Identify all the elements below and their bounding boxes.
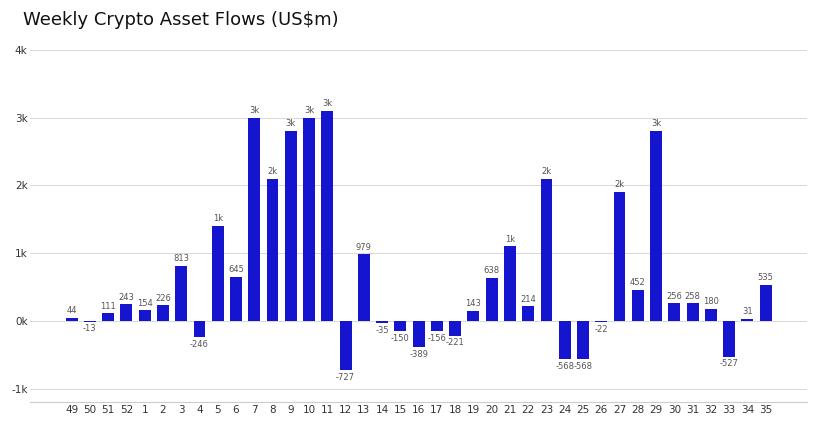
Bar bbox=[157, 305, 169, 321]
Text: -221: -221 bbox=[446, 339, 465, 348]
Bar bbox=[120, 304, 133, 321]
Text: -156: -156 bbox=[428, 334, 447, 343]
Text: 1k: 1k bbox=[505, 235, 515, 244]
Bar bbox=[84, 321, 96, 322]
Bar bbox=[504, 246, 516, 321]
Text: 44: 44 bbox=[66, 306, 77, 315]
Text: 2k: 2k bbox=[614, 180, 625, 189]
Bar bbox=[686, 303, 699, 321]
Bar bbox=[541, 178, 552, 321]
Text: 3k: 3k bbox=[285, 119, 296, 128]
Bar bbox=[102, 313, 114, 321]
Bar bbox=[321, 111, 333, 321]
Text: 243: 243 bbox=[119, 293, 134, 302]
Text: -568: -568 bbox=[573, 362, 592, 371]
Bar bbox=[705, 308, 717, 321]
Text: 645: 645 bbox=[228, 265, 244, 274]
Bar bbox=[614, 192, 626, 321]
Text: -150: -150 bbox=[391, 334, 410, 343]
Bar bbox=[559, 321, 571, 359]
Bar bbox=[723, 321, 735, 357]
Text: -727: -727 bbox=[336, 373, 355, 382]
Bar bbox=[358, 254, 370, 321]
Text: 2k: 2k bbox=[542, 167, 551, 176]
Bar bbox=[650, 131, 662, 321]
Bar bbox=[230, 277, 242, 321]
Text: 638: 638 bbox=[483, 266, 500, 275]
Text: 214: 214 bbox=[520, 295, 536, 304]
Bar bbox=[65, 318, 78, 321]
Bar bbox=[285, 131, 297, 321]
Text: -246: -246 bbox=[190, 340, 209, 349]
Text: 180: 180 bbox=[703, 297, 719, 306]
Text: 1k: 1k bbox=[213, 214, 222, 223]
Text: 452: 452 bbox=[630, 279, 645, 288]
Bar bbox=[249, 118, 260, 321]
Text: 2k: 2k bbox=[267, 167, 277, 176]
Text: -527: -527 bbox=[720, 359, 739, 368]
Text: 31: 31 bbox=[742, 307, 753, 316]
Bar bbox=[468, 311, 479, 321]
Text: 258: 258 bbox=[685, 292, 700, 301]
Text: -568: -568 bbox=[555, 362, 574, 371]
Bar bbox=[631, 290, 644, 321]
Bar bbox=[194, 321, 205, 337]
Text: -13: -13 bbox=[83, 324, 97, 334]
Text: 3k: 3k bbox=[249, 106, 259, 115]
Text: 535: 535 bbox=[757, 273, 774, 282]
Text: 226: 226 bbox=[155, 294, 171, 303]
Text: 3k: 3k bbox=[651, 119, 661, 128]
Text: 813: 813 bbox=[173, 254, 189, 263]
Text: -35: -35 bbox=[375, 326, 389, 335]
Bar bbox=[596, 321, 607, 322]
Text: -389: -389 bbox=[409, 350, 428, 359]
Text: 3k: 3k bbox=[304, 106, 314, 115]
Text: Weekly Crypto Asset Flows (US$m): Weekly Crypto Asset Flows (US$m) bbox=[23, 11, 339, 29]
Text: 256: 256 bbox=[667, 292, 682, 301]
Bar bbox=[376, 321, 388, 323]
Bar bbox=[449, 321, 461, 336]
Text: 143: 143 bbox=[465, 299, 481, 308]
Text: 154: 154 bbox=[137, 299, 152, 308]
Bar bbox=[668, 303, 681, 321]
Bar bbox=[303, 118, 315, 321]
Text: -22: -22 bbox=[595, 325, 608, 334]
Bar bbox=[413, 321, 425, 347]
Bar bbox=[339, 321, 352, 370]
Text: 111: 111 bbox=[101, 302, 116, 311]
Bar bbox=[139, 311, 151, 321]
Bar bbox=[522, 306, 534, 321]
Bar bbox=[175, 266, 187, 321]
Text: 979: 979 bbox=[356, 243, 372, 252]
Bar bbox=[394, 321, 407, 331]
Bar bbox=[431, 321, 443, 331]
Bar bbox=[267, 178, 278, 321]
Bar bbox=[760, 285, 771, 321]
Bar bbox=[212, 226, 223, 321]
Bar bbox=[486, 278, 497, 321]
Text: 3k: 3k bbox=[322, 99, 332, 108]
Bar bbox=[741, 319, 753, 321]
Bar bbox=[577, 321, 589, 359]
